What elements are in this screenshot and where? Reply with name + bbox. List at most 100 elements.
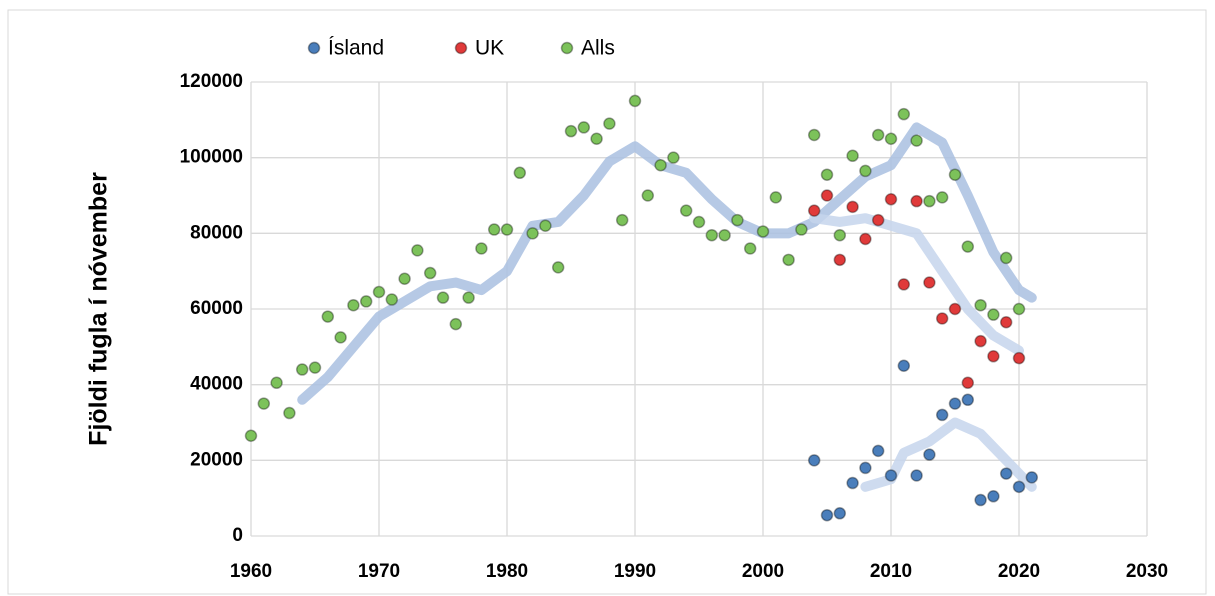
- data-point: [347, 298, 360, 312]
- data-point: [846, 200, 859, 214]
- data-point: [462, 291, 475, 304]
- legend-label: UK: [475, 37, 504, 60]
- data-point: [935, 191, 949, 204]
- data-point: [859, 164, 872, 178]
- x-tick-label: 2020: [998, 561, 1040, 582]
- data-point: [820, 508, 834, 522]
- data-point: [961, 376, 975, 390]
- data-point: [961, 240, 975, 253]
- data-point: [846, 149, 859, 163]
- trend-line: [809, 213, 1024, 356]
- chart-border: [7, 9, 1207, 595]
- x-tick-label: 2000: [742, 561, 784, 582]
- data-point: [257, 397, 271, 410]
- y-tick-label: 120000: [180, 71, 243, 92]
- x-tick-label: 1980: [486, 561, 528, 582]
- data-point: [987, 350, 1000, 363]
- data-point: [897, 107, 911, 121]
- data-point: [795, 223, 808, 236]
- data-point: [449, 317, 463, 331]
- trend-line: [297, 122, 1037, 405]
- data-point: [846, 476, 859, 490]
- data-point: [308, 361, 322, 374]
- data-point: [923, 276, 936, 289]
- data-point: [833, 228, 847, 242]
- data-point: [884, 469, 898, 482]
- data-point: [423, 266, 437, 280]
- data-point: [948, 168, 962, 181]
- data-point: [871, 213, 885, 227]
- x-tick-label: 1990: [614, 561, 656, 582]
- data-point: [769, 191, 783, 204]
- data-point: [718, 228, 731, 242]
- data-point: [436, 291, 450, 304]
- data-point: [641, 189, 655, 202]
- data-point: [859, 232, 872, 246]
- x-tick-label: 2030: [1126, 561, 1168, 582]
- data-point: [897, 278, 911, 291]
- x-tick-label: 1960: [230, 561, 272, 582]
- data-point: [820, 168, 834, 181]
- data-point: [590, 132, 603, 145]
- data-point: [372, 285, 386, 299]
- data-point: [283, 406, 296, 420]
- data-point: [987, 308, 1000, 321]
- data-point: [999, 467, 1013, 480]
- data-point: [539, 219, 552, 233]
- data-point: [961, 393, 975, 407]
- legend-marker: [307, 41, 321, 55]
- data-point: [974, 334, 987, 348]
- data-point: [321, 310, 335, 323]
- data-point: [526, 227, 539, 240]
- data-point: [974, 298, 987, 312]
- data-point: [705, 228, 719, 242]
- data-point: [398, 272, 411, 285]
- y-tick-label: 80000: [190, 222, 243, 243]
- data-point: [935, 312, 949, 325]
- data-point: [743, 242, 757, 255]
- data-point: [615, 213, 629, 227]
- data-point: [999, 251, 1013, 265]
- data-point: [334, 331, 347, 344]
- data-point: [628, 94, 642, 108]
- data-point: [385, 293, 399, 306]
- y-tick-label: 0: [232, 525, 243, 546]
- y-tick-label: 60000: [190, 298, 243, 319]
- data-point: [910, 194, 923, 208]
- data-point: [513, 166, 527, 180]
- y-tick-label: 20000: [190, 449, 243, 470]
- data-point: [807, 204, 821, 217]
- data-point: [871, 128, 885, 142]
- data-point: [667, 151, 680, 164]
- data-point: [807, 128, 821, 142]
- data-point: [756, 225, 770, 238]
- legend-marker: [560, 41, 574, 55]
- data-point: [551, 261, 565, 274]
- data-point: [923, 194, 936, 208]
- data-point: [1012, 480, 1026, 494]
- legend-label: Ísland: [328, 37, 384, 60]
- data-point: [475, 242, 488, 255]
- data-point: [411, 244, 424, 257]
- data-point: [987, 490, 1000, 503]
- data-point: [1025, 471, 1039, 484]
- data-point: [948, 302, 962, 316]
- legend-marker: [454, 41, 468, 55]
- data-point: [910, 469, 923, 482]
- data-point: [654, 158, 667, 172]
- data-point: [577, 121, 591, 134]
- y-axis-title: Fjöldi fugla í nóvember: [85, 172, 113, 446]
- x-tick-label: 2010: [870, 561, 912, 582]
- data-point: [270, 376, 283, 390]
- data-point: [833, 507, 847, 520]
- data-point: [923, 448, 936, 461]
- data-point: [897, 359, 911, 372]
- data-point: [731, 213, 744, 227]
- data-point: [564, 124, 578, 138]
- legend-label: Alls: [581, 37, 615, 60]
- data-point: [295, 363, 309, 376]
- data-point: [487, 223, 501, 236]
- data-point: [244, 429, 258, 442]
- data-point: [871, 444, 885, 458]
